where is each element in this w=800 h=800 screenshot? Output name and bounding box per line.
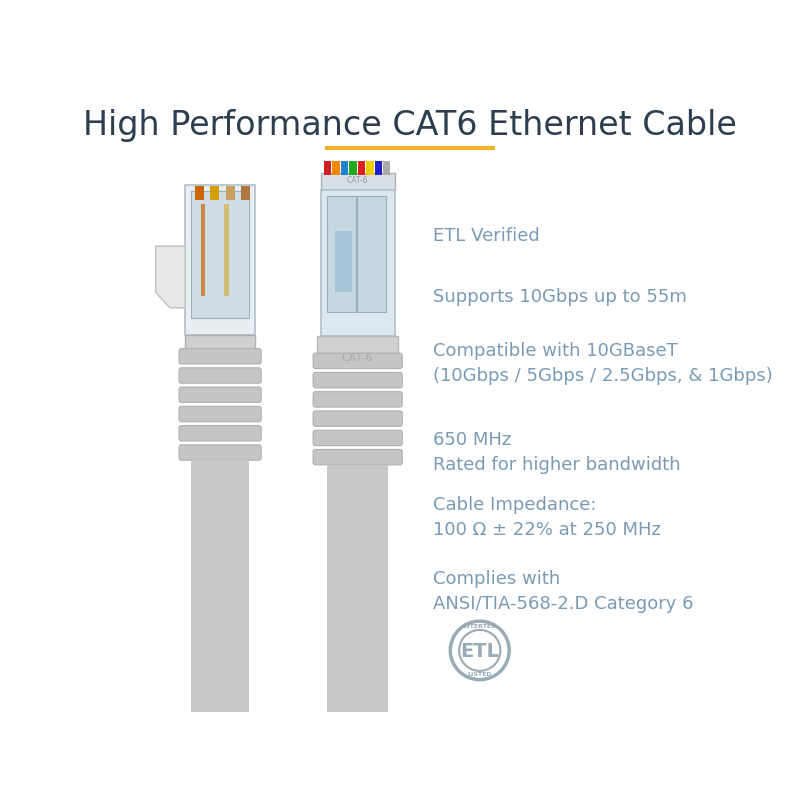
Text: CAT-6: CAT-6 (346, 176, 368, 186)
Bar (201, 204, 206, 296)
Bar (327, 465, 388, 712)
FancyBboxPatch shape (179, 406, 262, 422)
FancyBboxPatch shape (179, 445, 262, 460)
Bar (186, 185, 255, 334)
FancyBboxPatch shape (313, 430, 402, 446)
Bar (321, 173, 394, 190)
Bar (224, 204, 229, 296)
Bar (383, 162, 390, 175)
Text: 650 MHz
Rated for higher bandwidth: 650 MHz Rated for higher bandwidth (434, 431, 681, 474)
Bar (350, 162, 357, 175)
Text: High Performance CAT6 Ethernet Cable: High Performance CAT6 Ethernet Cable (83, 109, 737, 142)
FancyBboxPatch shape (313, 353, 402, 369)
Bar (341, 162, 348, 175)
Bar (366, 162, 374, 175)
Bar (358, 196, 386, 312)
Bar (333, 162, 340, 175)
Bar (324, 162, 331, 175)
Text: Supports 10Gbps up to 55m: Supports 10Gbps up to 55m (434, 289, 687, 306)
Bar (321, 190, 394, 336)
Polygon shape (156, 246, 186, 308)
FancyBboxPatch shape (313, 450, 402, 465)
Bar (327, 196, 356, 312)
Bar (191, 460, 249, 712)
Text: INTERTEK: INTERTEK (462, 624, 497, 629)
FancyBboxPatch shape (179, 426, 262, 441)
Bar (191, 190, 249, 318)
Bar (226, 186, 235, 200)
Bar (335, 230, 352, 292)
Text: ETL: ETL (460, 642, 499, 662)
Bar (194, 186, 204, 200)
FancyBboxPatch shape (313, 411, 402, 426)
FancyBboxPatch shape (313, 392, 402, 407)
Bar (186, 334, 255, 349)
Text: CAT-6: CAT-6 (342, 353, 373, 363)
Bar (374, 162, 382, 175)
Bar (210, 186, 219, 200)
Text: LISTED: LISTED (467, 672, 492, 677)
FancyBboxPatch shape (179, 387, 262, 402)
Text: ETL Verified: ETL Verified (434, 227, 540, 245)
Text: Cable Impedance:
100 Ω ± 22% at 250 MHz: Cable Impedance: 100 Ω ± 22% at 250 MHz (434, 496, 661, 539)
FancyBboxPatch shape (313, 373, 402, 388)
Text: Complies with
ANSI/TIA-568-2.D Category 6: Complies with ANSI/TIA-568-2.D Category … (434, 570, 694, 613)
FancyBboxPatch shape (179, 349, 262, 364)
FancyBboxPatch shape (179, 368, 262, 383)
Bar (241, 186, 250, 200)
Bar (317, 336, 398, 353)
Text: Compatible with 10GBaseT
(10Gbps / 5Gbps / 2.5Gbps, & 1Gbps): Compatible with 10GBaseT (10Gbps / 5Gbps… (434, 342, 773, 386)
Bar (358, 162, 365, 175)
